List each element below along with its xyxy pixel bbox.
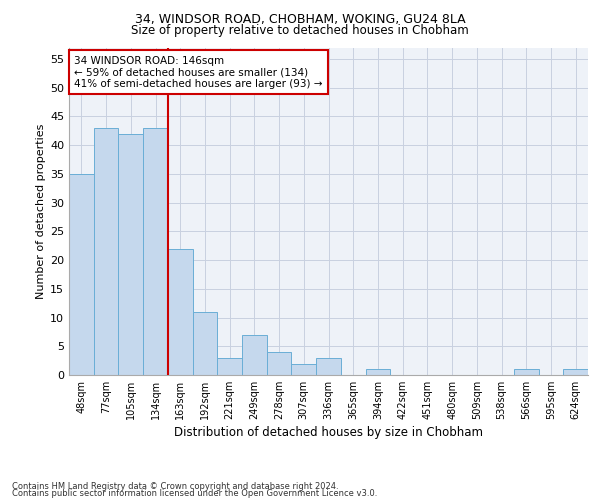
Bar bbox=[193, 312, 217, 375]
Bar bbox=[267, 352, 292, 375]
Bar bbox=[514, 370, 539, 375]
X-axis label: Distribution of detached houses by size in Chobham: Distribution of detached houses by size … bbox=[174, 426, 483, 439]
Bar bbox=[143, 128, 168, 375]
Text: 34 WINDSOR ROAD: 146sqm
← 59% of detached houses are smaller (134)
41% of semi-d: 34 WINDSOR ROAD: 146sqm ← 59% of detache… bbox=[74, 56, 323, 89]
Text: Contains public sector information licensed under the Open Government Licence v3: Contains public sector information licen… bbox=[12, 490, 377, 498]
Bar bbox=[69, 174, 94, 375]
Bar bbox=[365, 370, 390, 375]
Text: Contains HM Land Registry data © Crown copyright and database right 2024.: Contains HM Land Registry data © Crown c… bbox=[12, 482, 338, 491]
Bar bbox=[168, 248, 193, 375]
Bar bbox=[217, 358, 242, 375]
Text: Size of property relative to detached houses in Chobham: Size of property relative to detached ho… bbox=[131, 24, 469, 37]
Bar bbox=[242, 335, 267, 375]
Y-axis label: Number of detached properties: Number of detached properties bbox=[36, 124, 46, 299]
Text: 34, WINDSOR ROAD, CHOBHAM, WOKING, GU24 8LA: 34, WINDSOR ROAD, CHOBHAM, WOKING, GU24 … bbox=[134, 12, 466, 26]
Bar bbox=[118, 134, 143, 375]
Bar bbox=[563, 370, 588, 375]
Bar bbox=[292, 364, 316, 375]
Bar bbox=[94, 128, 118, 375]
Bar bbox=[316, 358, 341, 375]
